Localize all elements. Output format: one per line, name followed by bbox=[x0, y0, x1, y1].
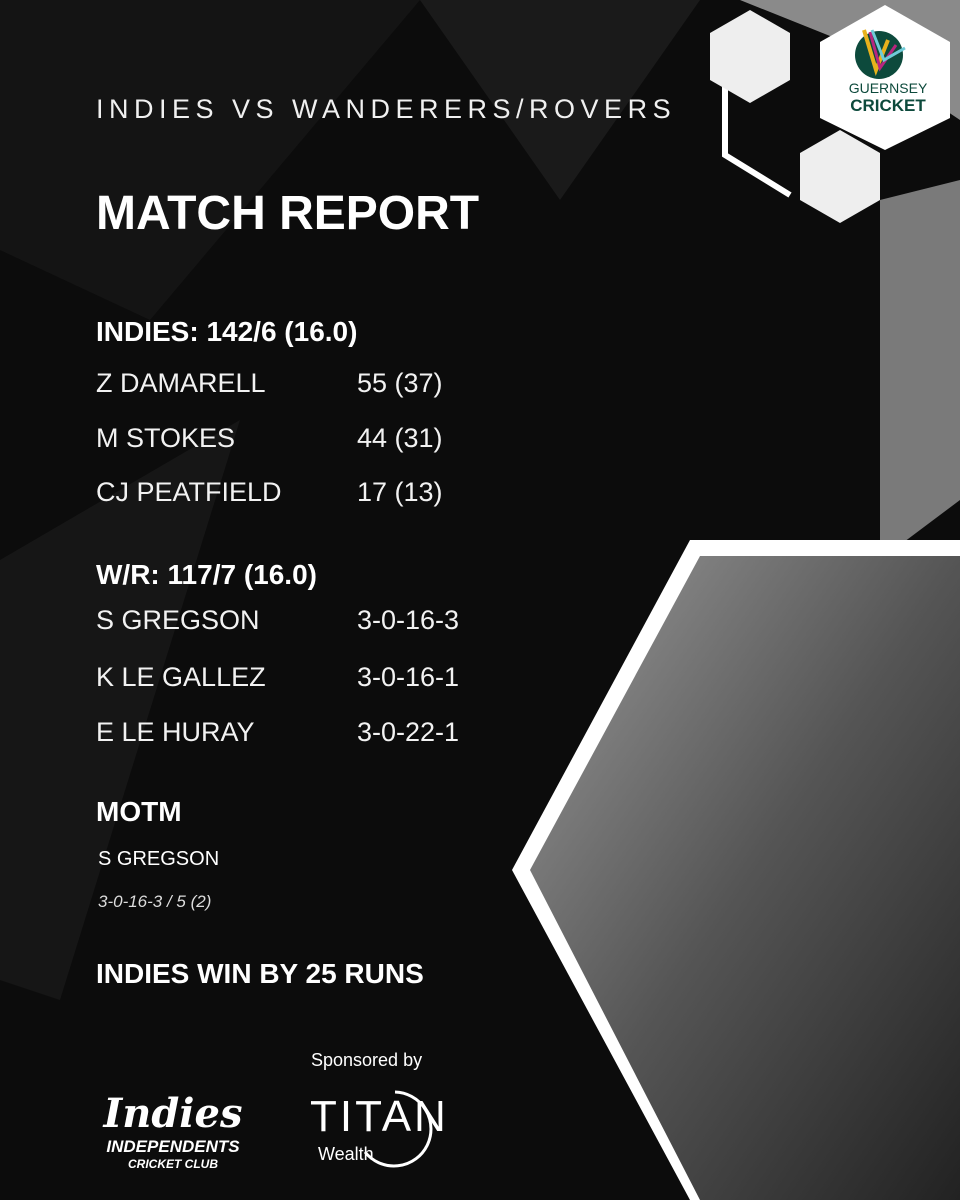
player-name: M STOKES bbox=[96, 423, 236, 453]
sponsor-sub: Wealth bbox=[318, 1144, 374, 1164]
bowling-figures: 3-0-16-1 bbox=[357, 662, 460, 692]
player-score: 17 (13) bbox=[357, 477, 443, 507]
logo-line2: CRICKET bbox=[850, 96, 926, 115]
logo-line1: GUERNSEY bbox=[848, 80, 928, 96]
logo-line1: INDEPENDENTS bbox=[106, 1137, 240, 1156]
guernsey-cricket-logo: GUERNSEY CRICKET bbox=[838, 80, 938, 116]
batting-row: Z DAMARELL 55 (37) bbox=[96, 368, 443, 399]
innings2-heading: W/R: 117/7 (16.0) bbox=[96, 559, 317, 590]
bowling-figures: 3-0-22-1 bbox=[357, 717, 460, 747]
motm-name: S GREGSON bbox=[98, 848, 220, 870]
page-title: MATCH REPORT bbox=[96, 187, 480, 240]
batting-row: M STOKES 44 (31) bbox=[96, 423, 443, 454]
match-result: INDIES WIN BY 25 RUNS bbox=[96, 958, 424, 989]
match-subtitle: INDIES VS WANDERERS/ROVERS bbox=[96, 94, 677, 124]
batting-row: CJ PEATFIELD 17 (13) bbox=[96, 477, 443, 508]
innings1-heading: INDIES: 142/6 (16.0) bbox=[96, 316, 358, 347]
player-name: E LE HURAY bbox=[96, 717, 255, 747]
player-score: 55 (37) bbox=[357, 368, 443, 398]
motm-figures: 3-0-16-3 / 5 (2) bbox=[98, 892, 212, 911]
titan-ring-icon bbox=[363, 1090, 433, 1168]
player-name: CJ PEATFIELD bbox=[96, 477, 282, 507]
bowling-row: E LE HURAY 3-0-22-1 bbox=[96, 717, 459, 748]
sponsored-label: Sponsored by bbox=[311, 1050, 423, 1070]
sponsor-name: TITAN bbox=[310, 1092, 449, 1141]
bowling-row: K LE GALLEZ 3-0-16-1 bbox=[96, 662, 459, 693]
player-name: S GREGSON bbox=[96, 605, 260, 635]
bowling-figures: 3-0-16-3 bbox=[357, 605, 460, 635]
bowling-row: S GREGSON 3-0-16-3 bbox=[96, 605, 459, 636]
logo-script: Indies bbox=[103, 1090, 243, 1137]
player-name: Z DAMARELL bbox=[96, 368, 266, 398]
logo-line2: CRICKET CLUB bbox=[128, 1157, 218, 1171]
motm-heading: MOTM bbox=[96, 796, 182, 827]
player-photo bbox=[530, 556, 960, 1200]
player-name: K LE GALLEZ bbox=[96, 662, 266, 692]
player-score: 44 (31) bbox=[357, 423, 443, 453]
guernsey-crest-icon bbox=[855, 29, 906, 79]
indies-club-logo: Indies INDEPENDENTS CRICKET CLUB bbox=[98, 1090, 248, 1171]
